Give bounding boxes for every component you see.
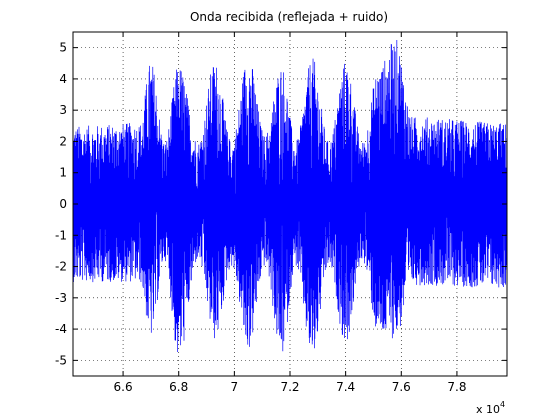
x-tick-label: 6.8 — [169, 380, 188, 394]
y-tick-label: 4 — [59, 72, 67, 86]
x-exponent-base: x 10 — [476, 403, 500, 416]
signal-trace — [72, 39, 508, 353]
y-tick-label: -4 — [55, 322, 67, 336]
y-axis-ticks: 5 4 3 2 1 0 -1 -2 -3 -4 -5 — [55, 41, 507, 367]
x-tick-label: 7.4 — [336, 380, 355, 394]
x-axis-ticks: 6.6 6.8 7 7.2 7.4 7.6 7.8 — [114, 32, 466, 394]
x-tick-label: 7.8 — [447, 380, 466, 394]
x-tick-label: 6.6 — [114, 380, 133, 394]
y-tick-label: -2 — [55, 260, 67, 274]
y-tick-label: 0 — [59, 197, 67, 211]
y-tick-label: -1 — [55, 228, 67, 242]
y-tick-label: 3 — [59, 103, 67, 117]
x-tick-label: 7.2 — [280, 380, 299, 394]
y-tick-label: 1 — [59, 166, 67, 180]
x-tick-label: 7.6 — [392, 380, 411, 394]
y-tick-label: 2 — [59, 134, 67, 148]
x-exponent-power: 4 — [500, 400, 505, 409]
signal-series — [72, 39, 508, 353]
y-tick-label: 5 — [59, 41, 67, 55]
y-tick-label: -5 — [55, 353, 67, 367]
x-tick-label: 7 — [231, 380, 239, 394]
chart-title: Onda recibida (reflejada + ruido) — [190, 10, 388, 24]
x-exponent-label: x 104 — [476, 400, 505, 416]
y-tick-label: -3 — [55, 291, 67, 305]
